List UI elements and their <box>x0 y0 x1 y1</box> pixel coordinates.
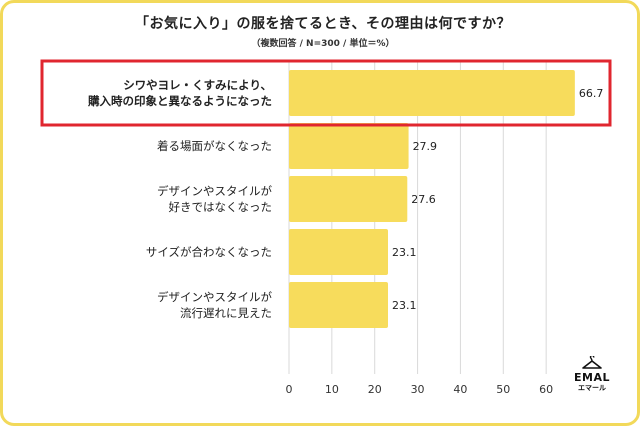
x-tick-label: 10 <box>325 383 339 396</box>
value-label: 23.1 <box>392 299 417 312</box>
logo-brand: EMAL <box>574 371 610 384</box>
bar <box>289 176 408 222</box>
emal-logo: EMAL エマール <box>574 356 610 406</box>
category-label: 着る場面がなくなった <box>157 139 272 153</box>
bar <box>289 282 388 328</box>
value-label: 27.6 <box>411 193 436 206</box>
bar <box>289 229 388 275</box>
x-tick-label: 50 <box>496 383 510 396</box>
category-label: 購入時の印象と異なるようになった <box>87 94 272 108</box>
x-tick-label: 40 <box>453 383 467 396</box>
value-label: 23.1 <box>392 246 417 259</box>
chart-subtitle: （複数回答 / N=300 / 単位＝%） <box>251 39 395 49</box>
x-tick-label: 60 <box>539 383 553 396</box>
logo-brand-sub: エマール <box>578 384 606 392</box>
category-label: デザインやスタイルが <box>157 290 272 304</box>
chart-title: 「お気に入り」の服を捨てるとき、その理由は何ですか？ <box>134 16 512 32</box>
highlight-frame <box>40 59 612 127</box>
category-label: シワやヨレ・くすみにより、 <box>123 78 272 92</box>
bar <box>289 70 575 116</box>
bar <box>289 123 409 169</box>
x-tick-label: 0 <box>286 383 293 396</box>
x-tick-label: 30 <box>411 383 425 396</box>
value-label: 27.9 <box>413 140 438 153</box>
value-label: 66.7 <box>579 87 604 100</box>
category-label: デザインやスタイルが <box>157 184 272 198</box>
category-label: 流行遅れに見えた <box>180 306 272 320</box>
category-label: 好きではなくなった <box>169 200 273 214</box>
x-tick-label: 20 <box>368 383 382 396</box>
hanger-icon <box>582 356 602 369</box>
category-label: サイズが合わなくなった <box>146 245 272 259</box>
